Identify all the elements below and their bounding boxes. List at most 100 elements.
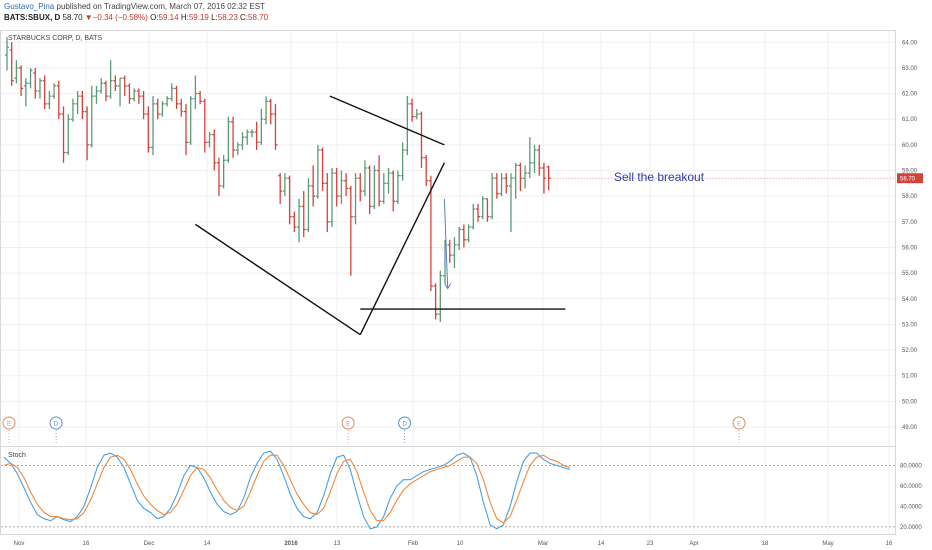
ohlc-bar (541, 162, 546, 194)
ohlc-bar (245, 129, 250, 145)
ohlc-bar (221, 155, 226, 189)
stoch-tick-label: 40.0000 (900, 504, 922, 510)
trend-drawings (195, 95, 566, 336)
earnings-marker-icon[interactable]: E (2, 416, 16, 445)
ohlc-bar (240, 132, 245, 150)
ohlc-bar (405, 96, 410, 156)
ohlc-bar (14, 60, 19, 84)
stoch-tick-label: 80.0000 (900, 463, 922, 469)
ohlc-bar (278, 173, 283, 204)
time-tick-label: 16 (886, 541, 893, 547)
ohlc-bar (198, 91, 203, 104)
time-tick-label: 16 (83, 541, 90, 547)
price-tick-label: 55.00 (902, 271, 918, 277)
ohlc-bar (282, 173, 287, 197)
grid (1, 31, 895, 534)
ohlc-bar (381, 173, 386, 204)
ohlc-bar (518, 162, 523, 192)
time-tick-label: 23 (647, 541, 654, 547)
last-price: 58.70 (62, 13, 83, 22)
price-tick-label: 63.00 (902, 66, 918, 72)
price-tick-label: 56.00 (902, 245, 918, 251)
low-label: L: (211, 13, 218, 22)
ohlc-bar (358, 173, 363, 202)
ohlc-bar (66, 114, 71, 156)
ohlc-bar (494, 173, 499, 199)
ohlc-bar (499, 173, 504, 197)
ohlc-bar (254, 121, 259, 150)
ohlc-bar (80, 91, 85, 120)
price-tick-label: 59.00 (902, 169, 918, 175)
sell-arrow-line (443, 198, 449, 289)
earnings-marker-icon[interactable]: E (732, 416, 746, 445)
svg-text:D: D (54, 422, 59, 428)
annotation-text: Sell the breakout (614, 170, 705, 184)
ohlc-bar (259, 108, 264, 145)
stoch-tick-label: 20.0000 (900, 525, 922, 531)
ohlc-bar (212, 129, 217, 171)
price-tick-label: 64.00 (902, 40, 918, 46)
ohlc-bar (433, 283, 438, 320)
price-tick-label: 53.00 (902, 322, 918, 328)
ohlc-bar (362, 160, 367, 197)
ohlc-bar (9, 42, 14, 86)
ohlc-bar (52, 83, 57, 99)
earnings-marker-icon[interactable]: E (341, 416, 355, 445)
ohlc-bar (28, 67, 33, 89)
ohlc-bar (113, 75, 118, 91)
ohlc-bar (99, 78, 104, 94)
time-tick-label: Dec (144, 541, 155, 547)
ohlc-bar (523, 165, 528, 189)
close-label: C: (240, 13, 249, 22)
time-tick-label: Feb (408, 541, 419, 547)
ohlc-bar (377, 155, 382, 207)
stoch-tick-label: 60.0000 (900, 484, 922, 490)
price-tick-label: 54.00 (902, 297, 918, 303)
publish-info: Gustavo_Pina published on TradingView.co… (4, 2, 265, 11)
ohlc-bar (537, 144, 542, 176)
ohlc-bar (311, 165, 316, 207)
price-tick-label: 51.00 (902, 374, 918, 380)
publisher-name[interactable]: Gustavo_Pina (4, 2, 55, 11)
ohlc-bar (75, 91, 80, 115)
last-price-badge (897, 173, 923, 184)
time-tick-label: 14 (598, 541, 605, 547)
ohlc-bar (452, 237, 457, 268)
down-arrow-icon: ▼ (84, 13, 93, 22)
ohlc-bar (339, 170, 344, 204)
price-change: −0.34 (−0.58%) (92, 13, 148, 22)
chart-title: STARBUCKS CORP, D, BATS (8, 35, 102, 42)
time-tick-label: 14 (204, 541, 211, 547)
ohlc-bar (155, 98, 160, 120)
ohlc-bar (165, 96, 170, 107)
ohlc-bar (320, 147, 325, 192)
ohlc-bar (61, 106, 66, 163)
ohlc-bar (23, 78, 28, 107)
dividend-marker-icon[interactable]: D (398, 416, 412, 445)
dividend-marker-icon[interactable]: D (49, 416, 63, 445)
ohlc-bar (231, 116, 236, 158)
ohlc-bar (419, 111, 424, 168)
ohlc-bar (532, 144, 537, 174)
svg-text:E: E (7, 422, 11, 428)
ohlc-bar (334, 167, 339, 207)
price-tick-label: 58.00 (902, 194, 918, 200)
ohlc-bar (179, 98, 184, 117)
high-label: H: (180, 13, 189, 22)
ohlc-bar (329, 167, 334, 227)
ohlc-bar (127, 83, 132, 104)
ohlc-bar (546, 165, 551, 191)
ohlc-bar (33, 67, 38, 99)
ohlc-bar (315, 144, 320, 199)
ohlc-bar (513, 162, 518, 199)
ohlc-bar (193, 75, 198, 109)
trend-line (195, 223, 361, 336)
ohlc-bar (89, 85, 94, 148)
ohlc-bar (188, 96, 193, 145)
ohlc-bar (301, 191, 306, 238)
ohlc-bar (447, 239, 452, 263)
price-axis: 64.00 63.00 62.00 61.00 60.00 59.00 58.00 57.00… (902, 40, 918, 431)
ohlc-bar (174, 85, 179, 109)
ohlc-bar (47, 91, 52, 109)
